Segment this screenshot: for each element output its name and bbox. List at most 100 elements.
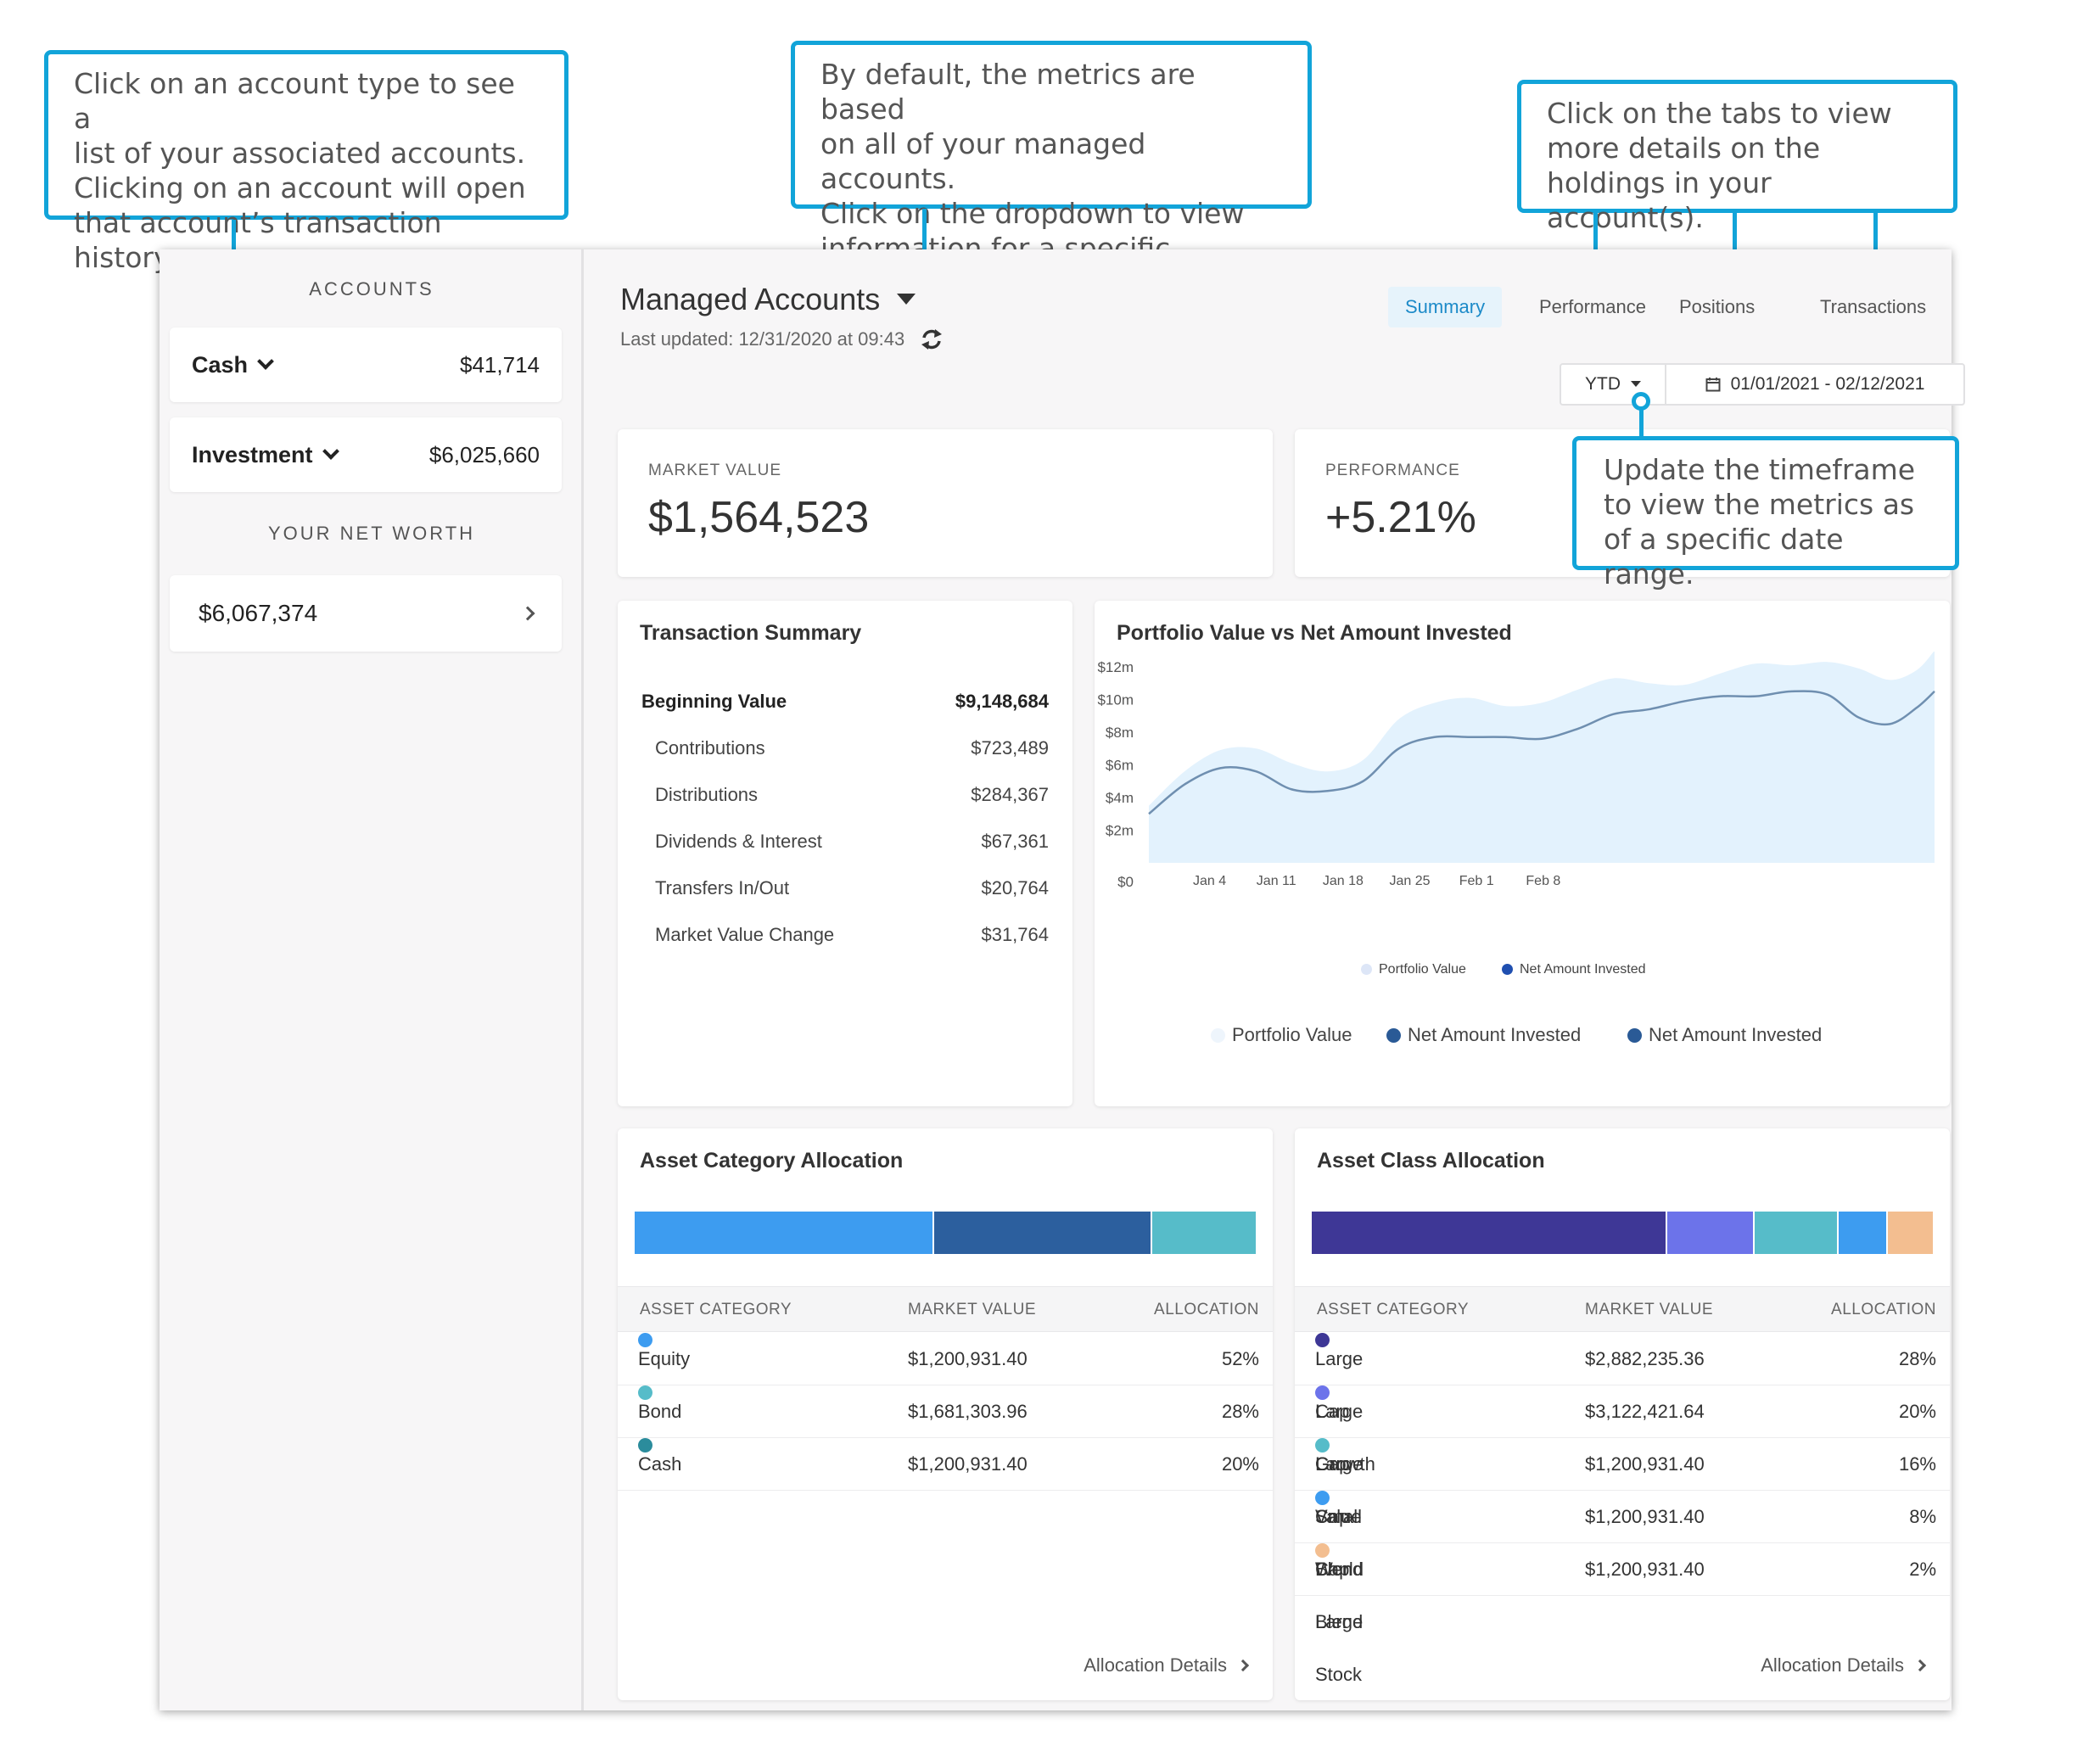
link-label: Allocation Details bbox=[1761, 1654, 1904, 1676]
app-window: ACCOUNTS Cash $41,714 Investment $6,025,… bbox=[160, 249, 1965, 1710]
row-value: $1,200,931.40 bbox=[908, 1453, 1028, 1475]
tab-positions[interactable]: Positions bbox=[1679, 296, 1756, 317]
account-type-label: Cash bbox=[192, 351, 249, 378]
asset-category-title: Asset Category Allocation bbox=[640, 1149, 904, 1173]
allocation-details-link[interactable]: Allocation Details bbox=[1761, 1654, 1927, 1676]
chevron-down-icon bbox=[322, 443, 339, 460]
legend-bullet bbox=[1502, 964, 1513, 975]
legend-bullet bbox=[1627, 1028, 1642, 1043]
allocation-bar-segment bbox=[1150, 1212, 1256, 1254]
caret-down-icon bbox=[897, 294, 916, 305]
y-tick-label: $6m bbox=[1106, 758, 1134, 774]
row-name-text: World Large Stock bbox=[1315, 1559, 1364, 1685]
tab-performance[interactable]: Performance bbox=[1539, 296, 1646, 317]
row-name-text: Cash bbox=[638, 1453, 682, 1475]
transaction-summary-card: Transaction Summary Beginning Value $9,14… bbox=[618, 601, 1072, 1106]
ts-value: $284,367 bbox=[971, 784, 1049, 805]
row-allocation: 2% bbox=[1909, 1559, 1936, 1580]
table-row: Large Cap Blend $1,200,931.40 16% bbox=[1295, 1438, 1950, 1580]
ts-label: Market Value Change bbox=[655, 924, 835, 945]
date-range-input[interactable]: 01/01/2021 - 02/12/2021 bbox=[1666, 365, 1963, 404]
column-header: ALLOCATION bbox=[1831, 1301, 1936, 1318]
account-type-investment[interactable]: Investment $6,025,660 bbox=[170, 417, 562, 492]
chevron-down-icon bbox=[257, 353, 274, 370]
allocation-details-link[interactable]: Allocation Details bbox=[1084, 1654, 1250, 1676]
performance-value: +5.21% bbox=[1325, 493, 1476, 542]
refresh-icon[interactable] bbox=[920, 327, 944, 351]
x-tick-label: Jan 18 bbox=[1323, 874, 1364, 888]
y-tick-label: $8m bbox=[1106, 725, 1134, 741]
portfolio-value-area bbox=[1149, 652, 1935, 863]
callout-line: Clicking on an account will open bbox=[74, 171, 526, 204]
ts-label: Dividends & Interest bbox=[655, 831, 822, 852]
ts-label: Distributions bbox=[655, 784, 759, 805]
legend-bullet bbox=[1361, 964, 1372, 975]
callout-connector bbox=[1733, 213, 1737, 262]
account-type-amount: $41,714 bbox=[460, 351, 540, 378]
callout-line: Click on the dropdown to view bbox=[820, 197, 1245, 230]
legend-portfolio-value-small: Portfolio Value bbox=[1361, 962, 1466, 977]
accounts-heading: ACCOUNTS bbox=[309, 278, 434, 299]
x-tick-label: Feb 1 bbox=[1459, 874, 1494, 888]
callout-line: holdings in your account(s). bbox=[1547, 166, 1772, 234]
table-row: Small Cap Blend $1,200,931.40 8% bbox=[1295, 1491, 1950, 1632]
ts-row-beginning-value: Beginning Value $9,148,684 bbox=[641, 691, 1049, 713]
market-value-amount: $1,564,523 bbox=[648, 493, 870, 542]
tab-transactions[interactable]: Transactions bbox=[1820, 296, 1927, 317]
column-header: ASSET CATEGORY bbox=[640, 1301, 792, 1318]
ts-row-transfers: Transfers In/Out $20,764 bbox=[655, 877, 1049, 899]
table-row: World Large Stock $1,200,931.40 2% bbox=[1295, 1543, 1950, 1685]
net-worth-card[interactable]: $6,067,374 bbox=[170, 575, 562, 652]
ts-row-contributions: Contributions $723,489 bbox=[655, 737, 1049, 759]
row-value: $1,200,931.40 bbox=[908, 1348, 1028, 1369]
account-type-amount: $6,025,660 bbox=[428, 441, 540, 467]
table-row: Bond $1,681,303.96 28% bbox=[618, 1385, 1273, 1438]
sidebar: ACCOUNTS Cash $41,714 Investment $6,025,… bbox=[160, 249, 584, 1710]
row-name-text: Equity bbox=[638, 1348, 691, 1369]
account-selector[interactable]: Managed Accounts bbox=[620, 282, 916, 317]
ts-value: $723,489 bbox=[971, 737, 1049, 758]
ts-row-distributions: Distributions $284,367 bbox=[655, 784, 1049, 806]
callout-connector bbox=[922, 209, 927, 263]
ts-label: Contributions bbox=[655, 737, 765, 758]
callout-line: of a specific date range. bbox=[1604, 523, 1844, 591]
ts-value: $31,764 bbox=[981, 924, 1049, 945]
last-updated-row: Last updated: 12/31/2020 at 09:43 bbox=[620, 327, 944, 351]
callout-connector bbox=[1593, 213, 1598, 262]
row-allocation: 16% bbox=[1898, 1453, 1936, 1475]
y-tick-label: $4m bbox=[1106, 790, 1134, 806]
callout-line: Update the timeframe bbox=[1604, 453, 1916, 486]
chevron-right-icon bbox=[1236, 1659, 1250, 1672]
ts-row-market-value-change: Market Value Change $31,764 bbox=[655, 924, 1049, 946]
ts-label: Transfers In/Out bbox=[655, 877, 790, 898]
net-amount-invested-line bbox=[1148, 690, 1935, 815]
callout-connector bbox=[1873, 213, 1878, 262]
row-name-text: Large Cap Value bbox=[1315, 1401, 1364, 1527]
tab-summary[interactable]: Summary bbox=[1388, 287, 1503, 327]
row-name-text: Bond bbox=[638, 1401, 682, 1422]
allocation-bar-segment bbox=[1312, 1212, 1666, 1254]
legend-label: Portfolio Value bbox=[1232, 1024, 1352, 1045]
transaction-summary-title: Transaction Summary bbox=[640, 621, 862, 645]
account-type-cash[interactable]: Cash $41,714 bbox=[170, 327, 562, 402]
ts-value: $9,148,684 bbox=[955, 691, 1049, 712]
table-row: Equity $1,200,931.40 52% bbox=[618, 1333, 1273, 1385]
timeframe-picker: YTD 01/01/2021 - 02/12/2021 bbox=[1560, 363, 1965, 406]
allocation-bar-segment bbox=[1886, 1212, 1933, 1254]
table-row: Large Cap Growth $2,882,235.36 28% bbox=[1295, 1333, 1950, 1475]
legend-bullet bbox=[1315, 1438, 1330, 1453]
period-dropdown[interactable]: YTD bbox=[1561, 365, 1666, 404]
callout-line: list of your associated accounts. bbox=[74, 137, 526, 170]
row-allocation: 20% bbox=[1898, 1401, 1936, 1422]
callout-line: Click on the tabs to view bbox=[1547, 97, 1892, 130]
period-value: YTD bbox=[1585, 374, 1621, 394]
callout-dropdown: By default, the metrics are based on all… bbox=[791, 41, 1312, 299]
legend-bullet bbox=[1315, 1333, 1330, 1347]
date-range-value: 01/01/2021 - 02/12/2021 bbox=[1730, 374, 1925, 394]
row-value: $1,200,931.40 bbox=[1585, 1559, 1705, 1580]
performance-label: PERFORMANCE bbox=[1325, 462, 1460, 479]
row-value: $1,200,931.40 bbox=[1585, 1453, 1705, 1475]
chevron-right-icon bbox=[520, 606, 535, 621]
row-name-text: Small Cap Blend bbox=[1315, 1506, 1364, 1632]
callout-line: Click on an account type to see a bbox=[74, 67, 515, 135]
